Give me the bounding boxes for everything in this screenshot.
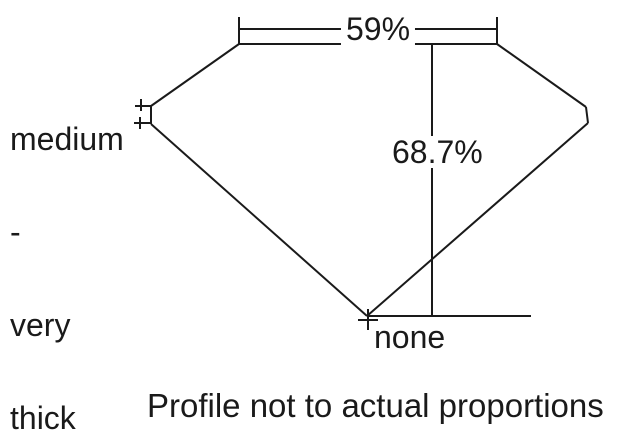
girdle-edge-right — [585, 106, 589, 124]
girdle-label-line: medium — [10, 121, 124, 157]
pavilion-facet-right — [366, 122, 589, 317]
girdle-thickness-label: medium - very thick (faceted) — [10, 62, 136, 430]
table-percentage-label: 59% — [340, 13, 416, 45]
girdle-label-line: very — [10, 307, 71, 343]
crown-facet-left — [150, 43, 240, 107]
culet-label: none — [374, 319, 446, 355]
girdle-thickness-ticks — [134, 99, 152, 129]
girdle-label-line: thick — [10, 400, 76, 430]
girdle-label-line: - — [10, 214, 21, 250]
depth-percentage-label: 68.7% — [387, 136, 488, 168]
crown-facet-right — [496, 43, 587, 108]
pavilion-facet-left — [150, 123, 368, 317]
culet-mark — [358, 309, 378, 330]
footnote-text: Profile not to actual proportions — [147, 387, 604, 424]
